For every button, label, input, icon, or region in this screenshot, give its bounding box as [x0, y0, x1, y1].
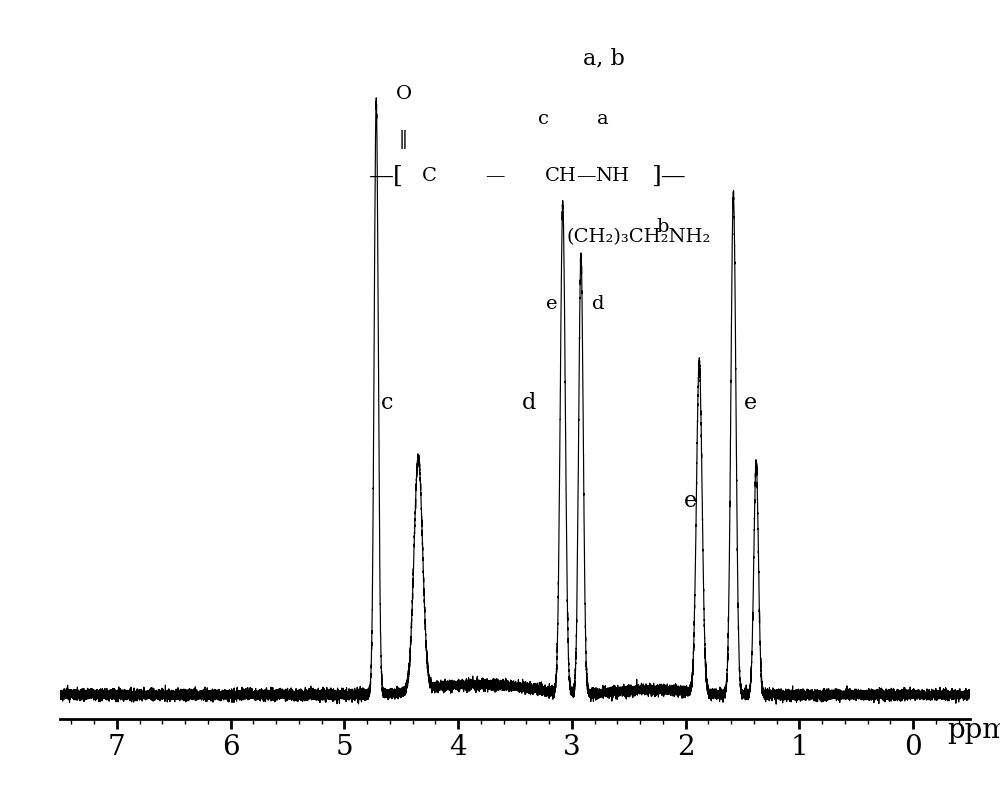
Text: (CH₂)₃CH₂NH₂: (CH₂)₃CH₂NH₂	[566, 229, 711, 246]
Text: a, b: a, b	[583, 48, 625, 70]
Text: c: c	[538, 109, 549, 128]
Text: d: d	[521, 392, 536, 414]
Text: O: O	[395, 85, 412, 103]
Text: e: e	[744, 392, 757, 414]
Text: d: d	[592, 296, 604, 313]
Text: a: a	[597, 109, 608, 128]
Text: —: —	[485, 168, 505, 185]
Text: —: —	[576, 168, 596, 185]
Text: NH: NH	[595, 168, 629, 185]
Text: e: e	[684, 490, 697, 512]
Text: b: b	[657, 218, 669, 237]
Text: ‖: ‖	[399, 130, 408, 149]
Text: c: c	[381, 392, 394, 414]
Text: CH: CH	[545, 168, 576, 185]
Text: e: e	[546, 296, 557, 313]
Text: ]—: ]—	[651, 165, 686, 188]
Text: —[: —[	[369, 165, 404, 188]
Text: C: C	[422, 168, 437, 185]
Text: ppm: ppm	[947, 717, 1000, 744]
